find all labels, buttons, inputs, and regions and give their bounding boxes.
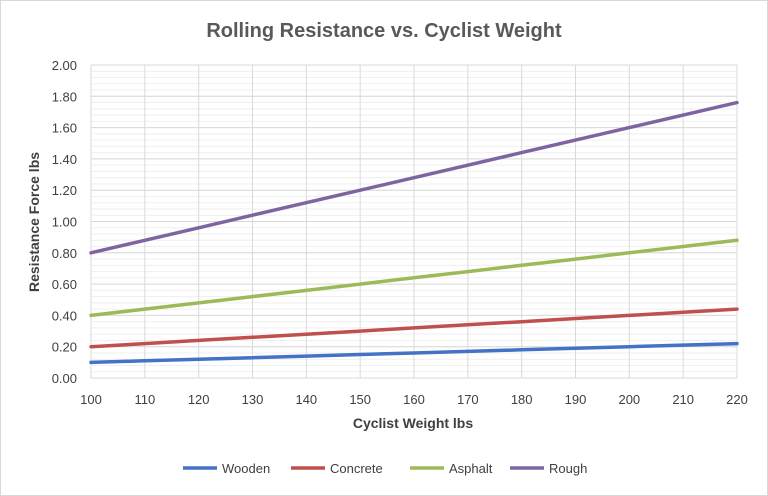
x-tick-label: 170 (457, 392, 479, 407)
x-tick-label: 180 (511, 392, 533, 407)
y-tick-label: 0.40 (52, 308, 77, 323)
legend-item-rough: Rough (510, 461, 587, 476)
x-tick-label: 110 (134, 392, 155, 407)
y-axis-ticks: 0.00 0.20 0.40 0.60 0.80 1.00 1.20 1.40 1.60 1.80… (52, 58, 77, 386)
series-line-concrete (89, 307, 739, 349)
series-line-rough (89, 100, 739, 255)
series-line-wooden (89, 341, 739, 365)
series-layer (89, 100, 739, 365)
legend-label: Asphalt (449, 461, 493, 476)
legend-item-concrete: Concrete (291, 461, 383, 476)
y-tick-label: 0.00 (52, 371, 77, 386)
y-tick-label: 0.80 (52, 246, 77, 261)
major-gridlines (90, 64, 738, 379)
y-tick-label: 1.80 (52, 89, 77, 104)
y-tick-label: 1.20 (52, 183, 77, 198)
x-tick-label: 200 (618, 392, 640, 407)
legend-label: Wooden (222, 461, 270, 476)
x-tick-label: 190 (565, 392, 587, 407)
legend-label: Rough (549, 461, 587, 476)
legend-item-wooden: Wooden (183, 461, 270, 476)
x-tick-label: 210 (672, 392, 694, 407)
series-line-asphalt (89, 238, 739, 318)
x-tick-label: 150 (349, 392, 371, 407)
y-tick-label: 1.40 (52, 152, 77, 167)
x-tick-label: 120 (188, 392, 210, 407)
y-tick-label: 1.00 (52, 215, 77, 230)
legend-label: Concrete (330, 461, 383, 476)
legend: Wooden Concrete Asphalt Rough (183, 461, 587, 476)
y-tick-label: 2.00 (52, 58, 77, 73)
x-tick-label: 160 (403, 392, 425, 407)
x-axis-title: Cyclist Weight lbs (353, 415, 474, 431)
legend-item-asphalt: Asphalt (410, 461, 493, 476)
y-tick-label: 0.60 (52, 277, 77, 292)
x-tick-label: 140 (295, 392, 317, 407)
x-tick-label: 130 (242, 392, 264, 407)
y-axis-title: Resistance Force lbs (26, 152, 42, 292)
chart-title: Rolling Resistance vs. Cyclist Weight (206, 20, 562, 42)
x-axis-ticks: 100 110 120 130 140 150 160 170 180 190 200 210 220 (80, 392, 748, 407)
x-tick-label: 220 (726, 392, 748, 407)
y-tick-label: 1.60 (52, 121, 77, 136)
x-tick-label: 100 (80, 392, 102, 407)
y-tick-label: 0.20 (52, 340, 77, 355)
